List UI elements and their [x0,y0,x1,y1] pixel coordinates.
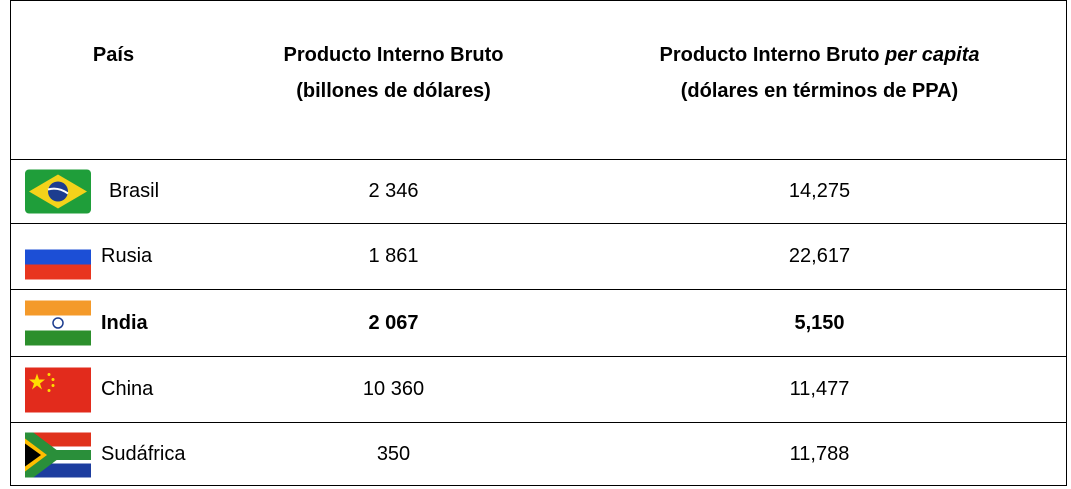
cell-text: Rusia [101,245,153,267]
table-row: India 2 067 5,150 [11,289,1066,356]
header-country: País [11,1,216,159]
flag-icon [25,234,91,279]
cell-text: China [101,378,154,400]
country-cell: Sudáfrica [101,423,186,486]
header-italic: per capita [885,44,980,66]
cell-text: 2 346 [368,180,419,202]
header-text: (billones de dólares) [296,80,491,102]
gdp-cell: 2 346 [216,160,571,223]
header-gdp: Producto Interno Bruto (billones de dóla… [216,1,571,159]
cell-text: Sudáfrica [101,443,186,465]
cell-text: 5,150 [794,311,845,334]
cell-text: 14,275 [788,180,851,202]
flag-icon [25,367,91,412]
per-capita-cell: 14,275 [571,160,1068,223]
gdp-cell: 10 360 [216,357,571,422]
header-text: Producto Interno Bruto [283,44,504,66]
per-capita-cell: 11,477 [571,357,1068,422]
flag-icon [25,432,91,477]
cell-text: Brasil [109,180,160,202]
table-row: Brasil 2 346 14,275 [11,159,1066,223]
cell-text: 22,617 [788,245,851,267]
flag-icon [25,300,91,346]
cell-text: 11,788 [789,443,850,465]
gdp-cell: 1 861 [216,224,571,289]
header-text: Producto Interno Bruto [659,44,880,66]
header-line: Producto Interno Bruto per capita [630,37,1010,73]
cell-text: 2 067 [368,311,419,334]
flag-icon [25,169,91,213]
per-capita-cell: 11,788 [571,423,1068,486]
header-text: (dólares en términos de PPA) [680,80,959,102]
cell-text: 10 360 [362,378,425,400]
cell-text: 11,477 [789,378,850,400]
gdp-cell: 2 067 [216,290,571,356]
table-row: Rusia 1 861 22,617 [11,223,1066,289]
country-cell: Brasil [109,160,159,223]
cell-text: 1 861 [368,245,419,267]
table-row: Sudáfrica 350 11,788 [11,422,1066,486]
gdp-cell: 350 [216,423,571,486]
per-capita-cell: 22,617 [571,224,1068,289]
table-row: China 10 360 11,477 [11,356,1066,422]
header-text: País [92,44,135,66]
cell-text: India [101,311,148,334]
country-cell: Rusia [101,224,152,289]
cell-text: 350 [376,443,411,465]
header-per-capita: Producto Interno Bruto per capita (dólar… [571,1,1068,159]
country-cell: India [101,290,148,356]
per-capita-cell: 5,150 [571,290,1068,356]
country-cell: China [101,357,153,422]
table: País Producto Interno Bruto (billones de… [10,0,1067,486]
